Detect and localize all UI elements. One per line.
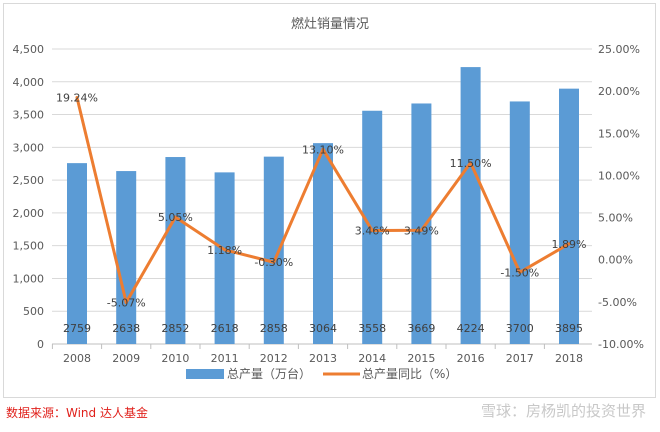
growth-value-label: -1.50% bbox=[500, 266, 539, 279]
bar-value-label: 2852 bbox=[161, 322, 189, 335]
data-source-note: 数据来源：Wind 达人基金 bbox=[6, 406, 148, 420]
watermark: 雪球：房杨凯的投资世界 bbox=[480, 402, 646, 420]
growth-value-label: -0.30% bbox=[254, 256, 293, 269]
x-axis-tick: 2011 bbox=[211, 352, 239, 365]
bar-value-label: 4224 bbox=[457, 322, 485, 335]
growth-point-2009 bbox=[124, 300, 128, 304]
growth-value-label: -5.07% bbox=[107, 296, 146, 309]
x-axis-tick: 2010 bbox=[161, 352, 189, 365]
left-axis-tick: 3,500 bbox=[13, 109, 45, 122]
left-axis-tick: 500 bbox=[23, 305, 44, 318]
legend-label-line: 总产量同比（%） bbox=[362, 367, 457, 381]
growth-point-2010 bbox=[173, 215, 177, 219]
left-axis-tick: 2,500 bbox=[13, 174, 45, 187]
x-axis-tick: 2017 bbox=[506, 352, 534, 365]
bar-2008 bbox=[67, 163, 87, 344]
growth-value-label: 19.24% bbox=[56, 92, 98, 105]
bar-value-label: 2759 bbox=[63, 322, 91, 335]
growth-point-2014 bbox=[370, 229, 374, 233]
x-axis-tick: 2013 bbox=[309, 352, 337, 365]
x-axis-tick: 2016 bbox=[457, 352, 485, 365]
bar-value-label: 2858 bbox=[260, 322, 288, 335]
bar-2015 bbox=[411, 103, 432, 344]
x-axis-tick: 2015 bbox=[407, 352, 435, 365]
left-axis-tick: 4,500 bbox=[13, 43, 45, 56]
x-axis-tick: 2018 bbox=[555, 352, 583, 365]
growth-point-2013 bbox=[321, 147, 325, 151]
growth-value-label: 3.46% bbox=[355, 225, 390, 238]
bar-value-label: 3558 bbox=[358, 322, 386, 335]
right-axis-tick: 0.00% bbox=[598, 254, 633, 267]
right-axis-tick: 25.00% bbox=[598, 43, 640, 56]
growth-value-label: 11.50% bbox=[450, 157, 492, 170]
growth-point-2015 bbox=[419, 228, 423, 232]
bar-2011 bbox=[214, 172, 235, 344]
bar-2014 bbox=[362, 110, 383, 345]
growth-value-label: 1.18% bbox=[207, 244, 242, 257]
growth-point-2012 bbox=[272, 260, 276, 264]
growth-point-2018 bbox=[567, 242, 571, 246]
right-axis-tick: -5.00% bbox=[598, 296, 637, 309]
bar-2012 bbox=[263, 156, 284, 344]
legend-swatch-bar bbox=[186, 369, 224, 379]
bar-value-label: 2638 bbox=[112, 322, 140, 335]
growth-point-2008 bbox=[75, 96, 79, 100]
bar-value-label: 3064 bbox=[309, 322, 337, 335]
left-axis-tick: 2,000 bbox=[13, 207, 45, 220]
growth-point-2016 bbox=[469, 161, 473, 165]
growth-value-label: 1.89% bbox=[552, 238, 587, 251]
growth-value-label: 3.49% bbox=[404, 224, 439, 237]
chart-title: 燃灶销量情况 bbox=[291, 16, 369, 32]
bar-value-label: 3700 bbox=[506, 322, 534, 335]
growth-point-2017 bbox=[518, 270, 522, 274]
bar-2013 bbox=[313, 143, 333, 344]
x-axis-tick: 2014 bbox=[358, 352, 386, 365]
growth-point-2011 bbox=[223, 248, 227, 252]
left-axis-tick: 4,000 bbox=[13, 76, 45, 89]
left-axis-tick: 1,500 bbox=[13, 240, 45, 253]
bar-2018 bbox=[559, 88, 579, 345]
legend-label-bar: 总产量（万台） bbox=[227, 366, 311, 381]
x-axis-tick: 2012 bbox=[260, 352, 288, 365]
x-axis-tick: 2008 bbox=[63, 352, 91, 365]
x-axis-tick: 2009 bbox=[112, 352, 140, 365]
bar-value-label: 3895 bbox=[555, 322, 583, 335]
bar-2009 bbox=[116, 171, 137, 344]
growth-value-label: 5.05% bbox=[158, 211, 193, 224]
right-axis-tick: 5.00% bbox=[598, 212, 633, 225]
left-axis-tick: 0 bbox=[37, 338, 44, 351]
bar-value-label: 2618 bbox=[211, 322, 239, 335]
left-axis-tick: 3,000 bbox=[13, 141, 45, 154]
right-axis-tick: 10.00% bbox=[598, 169, 640, 182]
bar-value-label: 3669 bbox=[407, 322, 435, 335]
bar-2016 bbox=[460, 67, 481, 345]
right-axis-tick: -10.00% bbox=[598, 338, 644, 351]
right-axis-tick: 20.00% bbox=[598, 85, 640, 98]
right-axis-tick: 15.00% bbox=[598, 127, 640, 140]
left-axis-tick: 1,000 bbox=[13, 272, 45, 285]
bar-2010 bbox=[165, 157, 186, 344]
bar-2017 bbox=[509, 101, 530, 344]
growth-value-label: 13.10% bbox=[302, 143, 344, 156]
